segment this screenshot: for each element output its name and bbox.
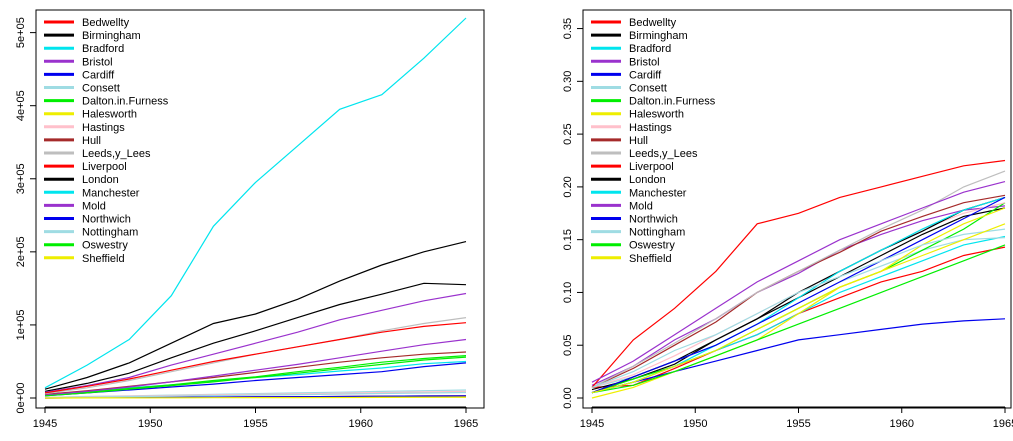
- x-tick-label: 1960: [349, 418, 373, 430]
- legend-label: Bristol: [82, 56, 113, 68]
- series-line-sheffield: [44, 396, 466, 399]
- legend-label: Northwich: [82, 214, 131, 226]
- legend-label: Cardiff: [82, 69, 115, 81]
- series-line-mold: [44, 338, 467, 396]
- legend-label: Halesworth: [82, 109, 137, 121]
- series-line-mold: [591, 181, 1006, 383]
- legend-label: Sheffield: [82, 253, 125, 265]
- y-tick-label: 4e+05: [15, 90, 27, 121]
- series-line-sheffield: [591, 223, 1006, 394]
- legend-label: Oswestry: [82, 240, 128, 252]
- legend-label: Bedwellty: [629, 17, 677, 29]
- series-group: [591, 159, 1006, 399]
- legend-label: Liverpool: [82, 161, 127, 173]
- series-line-hull: [44, 351, 467, 395]
- y-tick-label: 0.00: [562, 387, 574, 408]
- series-line-birmingham: [44, 282, 467, 392]
- legend-label: Bradford: [629, 43, 671, 55]
- series-line-nottingham: [44, 391, 467, 399]
- series-line-halesworth: [591, 207, 1006, 399]
- series-line-cardiff: [591, 318, 1006, 394]
- series-line-oswestry: [591, 244, 1006, 394]
- chart-right: 1945 1950 1955 1960 1965 0.00 0.05 0.10 0.15 0.20…: [562, 9, 1013, 430]
- series-line-leeds-y-lees: [591, 170, 1006, 388]
- series-line-bristol: [591, 205, 1006, 386]
- legend-label: Hull: [82, 135, 101, 147]
- legend-label: Sheffield: [629, 253, 672, 265]
- legend-label: Manchester: [629, 187, 687, 199]
- y-tick-label: 1e+05: [15, 309, 27, 340]
- y-tick-label: 0.15: [562, 229, 574, 250]
- legend-label: Nottingham: [629, 227, 685, 239]
- series-line-liverpool: [44, 322, 467, 394]
- x-tick-label: 1950: [138, 418, 162, 430]
- series-line-nottingham: [591, 228, 1006, 388]
- y-tick-label: 0.30: [562, 71, 574, 92]
- legend-label: Consett: [629, 83, 667, 95]
- series-line-manchester: [44, 17, 467, 389]
- legend-label: Bedwellty: [82, 17, 130, 29]
- legend-label: Bristol: [629, 56, 660, 68]
- y-tick-label: 0.25: [562, 123, 574, 144]
- legend-label: Leeds,y_Lees: [629, 148, 698, 160]
- legend-label: Mold: [629, 200, 653, 212]
- legend-label: Halesworth: [629, 109, 684, 121]
- x-tick-label: 1950: [683, 418, 707, 430]
- legend-label: Bradford: [82, 43, 124, 55]
- y-tick-label: 0.35: [562, 18, 574, 39]
- x-tick-label: 1945: [580, 418, 604, 430]
- series-line-london: [44, 241, 467, 390]
- legend-label: Liverpool: [629, 161, 674, 173]
- legend-label: Northwich: [629, 214, 678, 226]
- y-tick-label: 2e+05: [15, 236, 27, 267]
- series-line-oswestry: [44, 356, 467, 397]
- y-tick-label: 0.20: [562, 176, 574, 197]
- series-line-northwich: [591, 196, 1006, 394]
- legend-label: Oswestry: [629, 240, 675, 252]
- legend-label: Hastings: [82, 122, 125, 134]
- y-tick-label: 5e+05: [15, 17, 27, 48]
- legend-label: Cardiff: [629, 69, 662, 81]
- legend-label: Hastings: [629, 122, 672, 134]
- legend-label: Birmingham: [82, 30, 141, 42]
- x-tick-label: 1955: [786, 418, 810, 430]
- legend-label: London: [629, 174, 666, 186]
- legend-label: Dalton.in.Furness: [82, 96, 169, 108]
- y-tick-label: 0.10: [562, 282, 574, 303]
- legend-label: Manchester: [82, 187, 140, 199]
- legend: BedwelltyBirminghamBradfordBristolCardif…: [591, 17, 716, 265]
- series-line-dalton-in-furness: [44, 355, 467, 396]
- legend-label: Consett: [82, 83, 120, 95]
- y-tick-label: 0e+00: [15, 383, 27, 414]
- series-line-liverpool: [591, 159, 1006, 388]
- legend-label: Mold: [82, 200, 106, 212]
- legend-label: Dalton.in.Furness: [629, 96, 716, 108]
- x-tick-label: 1965: [454, 418, 478, 430]
- legend-label: Nottingham: [82, 227, 138, 239]
- legend-label: London: [82, 174, 119, 186]
- x-tick-label: 1945: [33, 418, 57, 430]
- y-tick-label: 0.05: [562, 335, 574, 356]
- legend-label: Leeds,y_Lees: [82, 148, 151, 160]
- chart-left: 1945 1950 1955 1960 1965 0e+00 1e+05 2e+05 3e+05…: [15, 9, 485, 430]
- series-group: [44, 17, 467, 399]
- x-tick-label: 1960: [890, 418, 914, 430]
- x-tick-label: 1955: [243, 418, 267, 430]
- legend: BedwelltyBirminghamBradfordBristolCardif…: [44, 17, 169, 265]
- x-tick-label: 1965: [993, 418, 1013, 430]
- series-line-bristol: [44, 292, 467, 393]
- y-tick-label: 3e+05: [15, 163, 27, 194]
- legend-label: Birmingham: [629, 30, 688, 42]
- legend-label: Hull: [629, 135, 648, 147]
